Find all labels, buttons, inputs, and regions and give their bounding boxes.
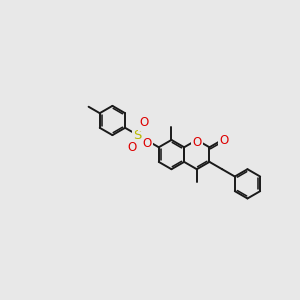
Text: O: O (139, 116, 148, 129)
Text: S: S (134, 129, 142, 142)
Text: O: O (142, 136, 152, 150)
Text: O: O (220, 134, 229, 147)
Text: O: O (192, 136, 201, 149)
Text: O: O (127, 141, 136, 154)
